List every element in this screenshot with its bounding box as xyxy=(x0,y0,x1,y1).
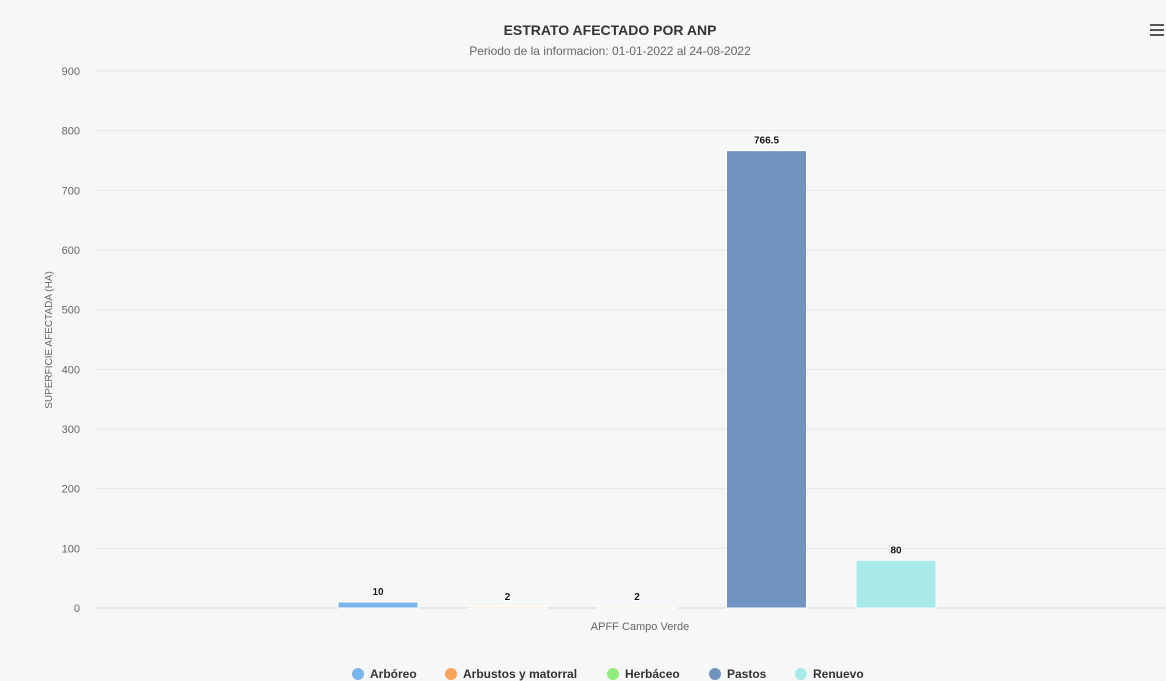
x-axis-ticks: APFF Campo Verde xyxy=(591,621,689,633)
chart-title: ESTRATO AFECTADO POR ANP xyxy=(504,22,717,38)
bar xyxy=(596,606,678,609)
bar xyxy=(726,150,807,609)
legend-marker xyxy=(445,668,457,680)
y-axis-label: SUPERFICIE AFECTADA (HA) xyxy=(44,271,55,409)
y-tick-label: 200 xyxy=(62,484,80,496)
bar xyxy=(855,559,937,609)
legend-marker xyxy=(607,668,619,680)
legend-marker xyxy=(709,668,721,680)
legend-label: Arbóreo xyxy=(370,667,417,681)
legend-item[interactable]: Arbustos y matorral xyxy=(445,667,577,681)
x-tick-label: APFF Campo Verde xyxy=(591,621,689,633)
legend-label: Herbáceo xyxy=(625,667,680,681)
gridlines xyxy=(95,70,1166,609)
legend-marker xyxy=(352,668,364,680)
legend-label: Pastos xyxy=(727,667,767,681)
legend-item[interactable]: Renuevo xyxy=(795,667,864,681)
bar xyxy=(467,606,548,609)
y-tick-label: 600 xyxy=(62,245,80,257)
y-tick-label: 900 xyxy=(62,66,80,78)
bar xyxy=(337,601,419,609)
y-tick-label: 300 xyxy=(62,424,80,436)
data-label: 80 xyxy=(890,545,902,556)
legend: Arbóreo Arbustos y matorral Herbáceo Pastos… xyxy=(352,667,864,681)
legend-label: Arbustos y matorral xyxy=(463,667,577,681)
chart-subtitle: Periodo de la informacion: 01-01-2022 al… xyxy=(469,44,751,58)
legend-item[interactable]: Arbóreo xyxy=(352,667,417,681)
bars: 10 2 2 766.5 80 xyxy=(337,134,937,609)
y-tick-label: 400 xyxy=(62,364,80,376)
data-label: 2 xyxy=(505,592,511,603)
legend-item[interactable]: Pastos xyxy=(709,667,767,681)
hamburger-menu-icon[interactable] xyxy=(1150,24,1164,38)
data-label: 10 xyxy=(372,587,384,598)
y-axis-ticks: 0 100 200 300 400 500 600 700 800 900 xyxy=(62,66,80,615)
y-tick-label: 700 xyxy=(62,185,80,197)
y-tick-label: 0 xyxy=(74,603,80,615)
y-tick-label: 100 xyxy=(62,543,80,555)
legend-label: Renuevo xyxy=(813,667,864,681)
legend-item[interactable]: Herbáceo xyxy=(607,667,680,681)
y-tick-label: 800 xyxy=(62,126,80,138)
y-tick-label: 500 xyxy=(62,305,80,317)
data-label: 766.5 xyxy=(754,136,779,147)
data-label: 2 xyxy=(634,592,640,603)
legend-marker xyxy=(795,668,807,680)
